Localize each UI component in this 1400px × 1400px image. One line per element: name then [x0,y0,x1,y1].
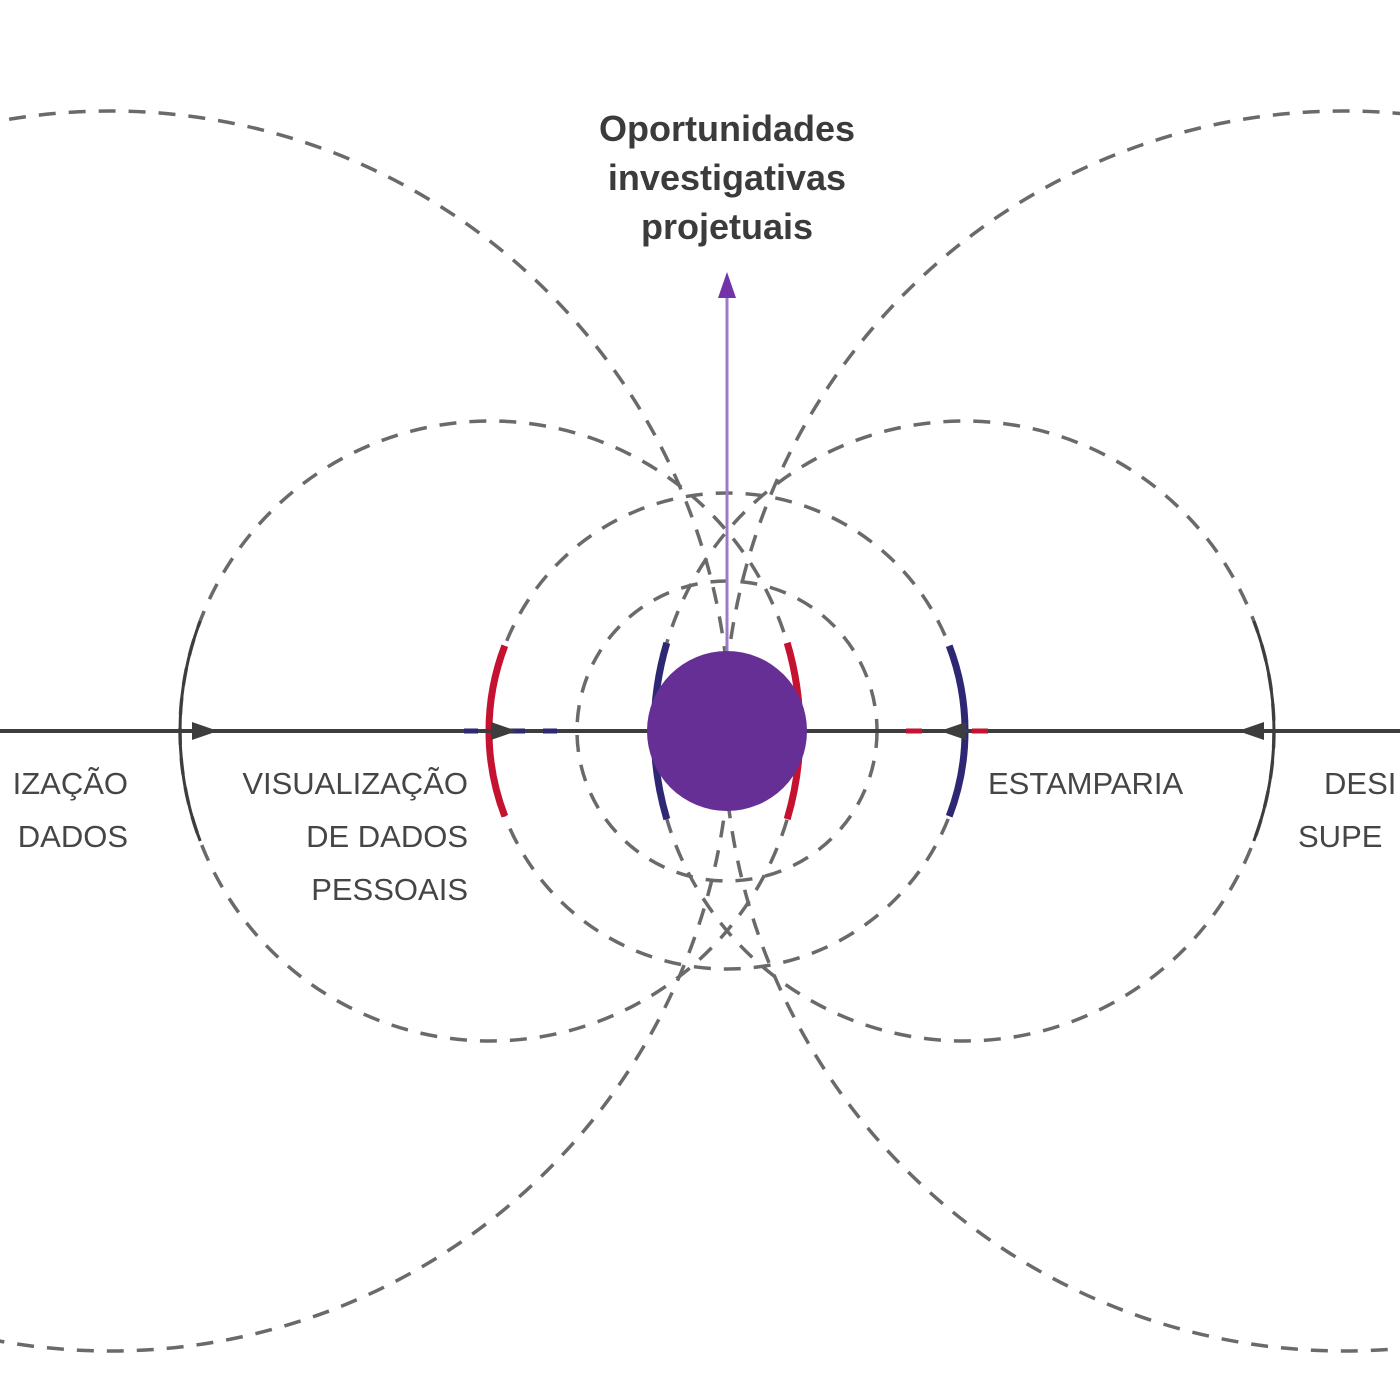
axis-label-data-visualization-line-1: VISUALIZAÇÃO [242,766,468,801]
diagram-title: Oportunidades investigativas projetuais [599,104,855,251]
title-line-3: projetuais [640,206,814,247]
axis-arrowhead-outer-right [1238,722,1264,740]
axis-arrowhead-outer-left [192,722,218,740]
axis-label-far-right-line-1: DESI [1324,766,1397,801]
axis-label-far-right-line-2: SUPE [1298,819,1383,854]
title-line-2: investigativas [607,157,847,198]
axis-label-estamparia: ESTAMPARIA [988,757,1183,810]
navy-axis-tick-1 [464,728,478,734]
axis-label-far-left-clipped: IZAÇÃO DADOS [13,757,128,863]
axis-arrowhead-inner-left [491,722,517,740]
axis-label-far-left-line-1: IZAÇÃO [12,766,128,801]
center-disk [647,651,807,811]
dashed-circle-outer-right [722,109,1400,1353]
red-axis-tick-1 [906,728,922,734]
axis-label-data-visualization-line-2: DE DADOS [306,819,468,854]
axis-label-far-right-clipped: DESI SUPE [1298,757,1397,863]
axis-label-far-left-line-2: DADOS [17,819,128,854]
axis-label-estamparia-line-1: ESTAMPARIA [988,766,1184,801]
title-line-1: Oportunidades [598,108,856,149]
axis-label-data-visualization: VISUALIZAÇÃO DE DADOS PESSOAIS [242,757,468,916]
red-axis-tick-2 [972,728,988,734]
axis-label-data-visualization-line-3: PESSOAIS [311,872,468,907]
vertical-arrow-head [718,272,736,298]
axis-arrowhead-inner-right [940,722,966,740]
navy-axis-tick-3 [543,728,557,734]
